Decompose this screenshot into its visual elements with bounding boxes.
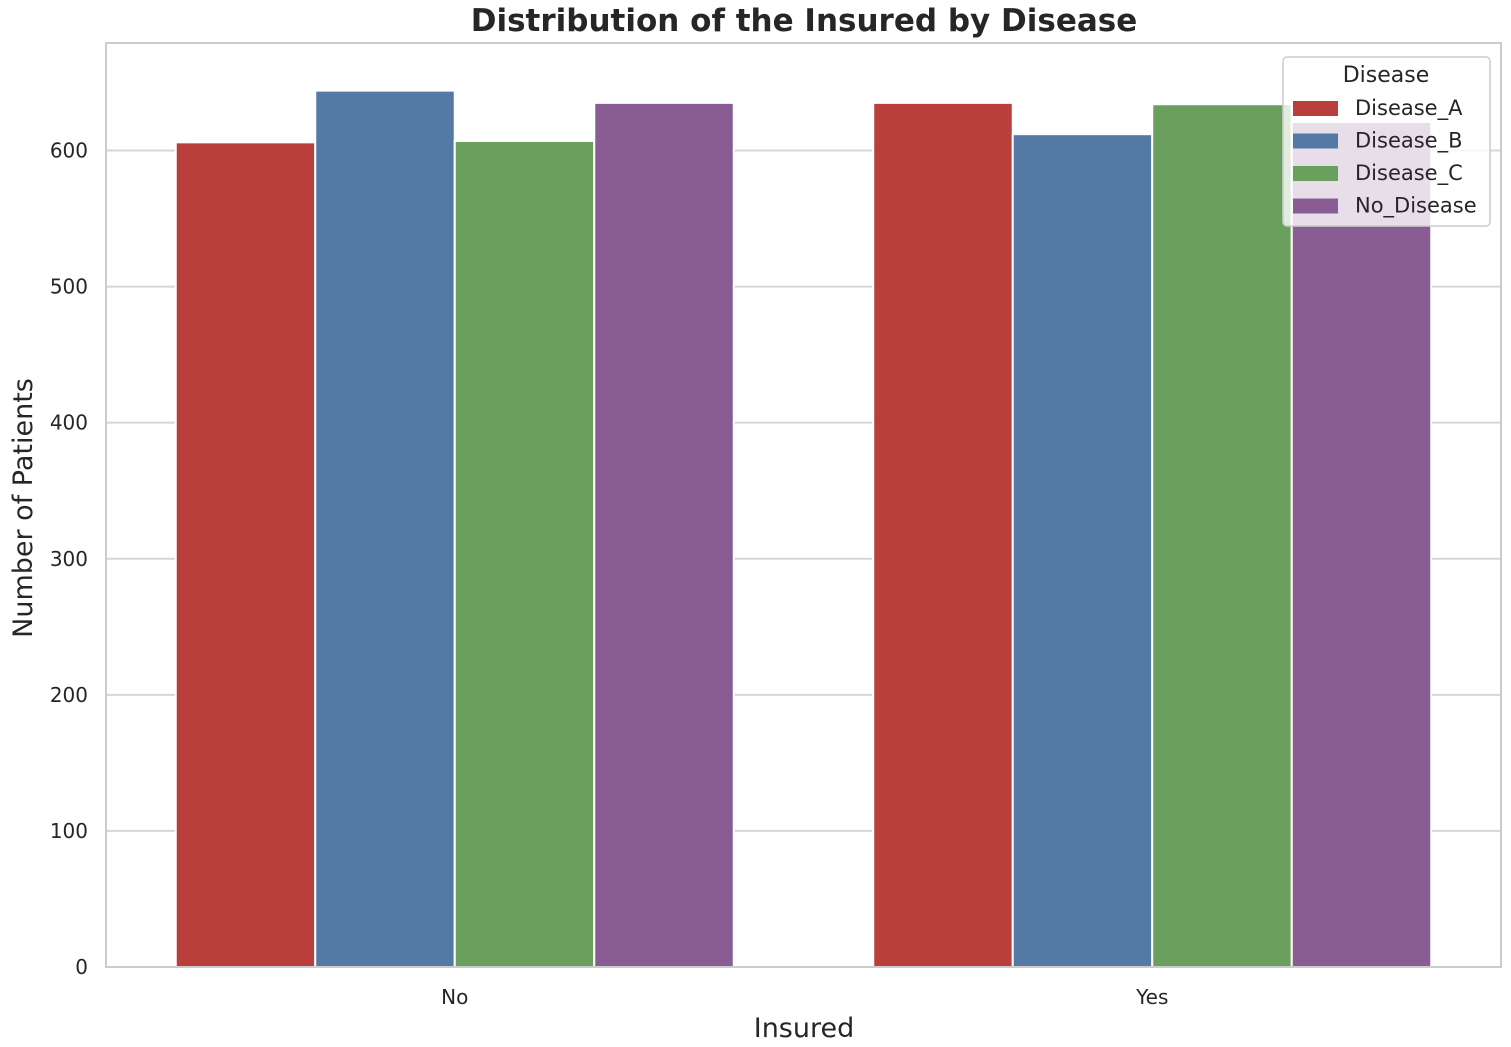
legend-swatch [1293, 133, 1338, 149]
bar-yes-no-disease [1290, 120, 1433, 968]
chart-title: Distribution of the Insured by Disease [471, 3, 1138, 39]
legend-label: Disease_C [1355, 161, 1463, 186]
y-axis-label: Number of Patients [8, 378, 39, 638]
bar-yes-disease-c [1151, 103, 1293, 968]
bar-no-disease-a [174, 141, 317, 968]
legend-title: Disease [1343, 63, 1430, 88]
legend-box [1282, 56, 1491, 227]
y-tick-labels: 0 100 200 300 400 500 600 [50, 139, 88, 979]
y-tick-label: 600 [50, 139, 88, 163]
x-tick-label: No [441, 985, 468, 1009]
y-tick-label: 0 [75, 955, 88, 979]
legend-label: No_Disease [1355, 194, 1477, 219]
bar-no-disease-b [314, 89, 456, 969]
x-axis-label: Insured [754, 1013, 855, 1044]
legend-swatch [1293, 198, 1338, 214]
y-tick-label: 200 [50, 683, 88, 707]
legend-items: Disease_A Disease_B Disease_C No_Disease [1293, 96, 1477, 219]
y-tick-label: 300 [50, 547, 88, 571]
plot-frame [105, 42, 1502, 968]
bar-no-disease-c [453, 139, 596, 969]
bar-yes-disease-a [872, 101, 1014, 969]
legend-label: Disease_A [1355, 96, 1463, 121]
x-tick-labels: No Yes [441, 985, 1168, 1009]
legend-swatch [1293, 166, 1338, 181]
y-tick-label: 400 [50, 411, 88, 435]
bar-yes-disease-b [1011, 133, 1154, 969]
legend: Disease Disease_A Disease_B Disease_C No_Di… [1282, 56, 1491, 227]
y-tick-label: 100 [50, 819, 88, 843]
legend-label: Disease_B [1355, 129, 1463, 154]
y-tick-label: 500 [50, 275, 88, 299]
legend-swatch [1293, 101, 1338, 116]
x-tick-label: Yes [1135, 985, 1168, 1009]
bar-no-no-disease [593, 101, 735, 969]
